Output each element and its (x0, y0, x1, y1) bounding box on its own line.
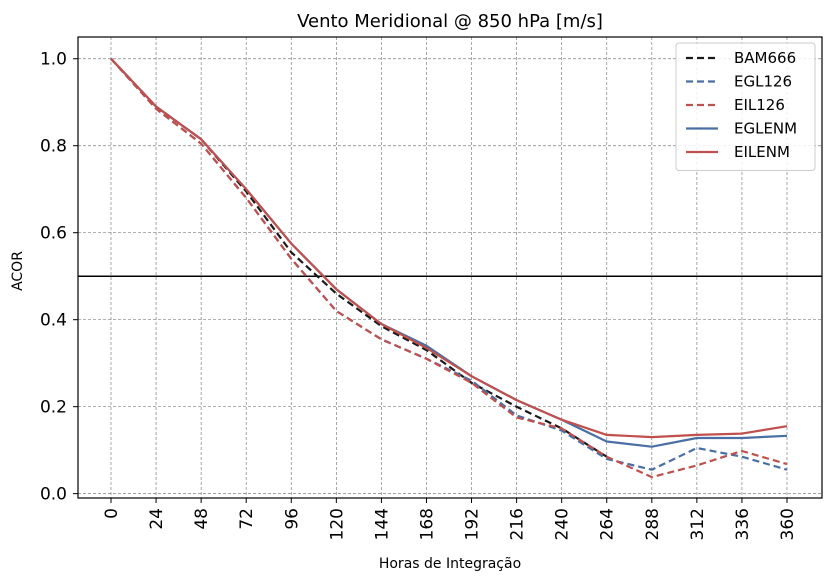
x-tick-label: 288 (643, 508, 663, 540)
x-tick-label: 24 (147, 508, 167, 530)
legend-label-bam666: BAM666 (734, 49, 796, 67)
x-axis-title: Horas de Integração (379, 556, 521, 572)
x-tick-label: 216 (508, 508, 528, 540)
x-tick-label: 192 (463, 508, 483, 540)
legend-label-egl126: EGL126 (734, 73, 792, 91)
x-tick-label: 96 (282, 508, 302, 530)
x-tick-label: 264 (598, 508, 618, 540)
series-line-eilenm (110, 57, 788, 439)
legend-label-eil126: EIL126 (734, 96, 785, 114)
x-tick-label: 120 (327, 508, 347, 540)
legend: BAM666 EGL126 EIL126 EGLENM EILENM (675, 42, 816, 171)
x-tick-label: 144 (372, 508, 392, 540)
y-tick-label: 1.0 (40, 50, 67, 70)
series-lines (110, 57, 788, 479)
legend-label-eglenm: EGLENM (734, 120, 797, 138)
axis-ticks: 0 24 48 72 96 120 144 168 192 216 240 264 288 312 336 3… (40, 50, 798, 541)
chart-title: Vento Meridional @ 850 hPa [m/s] (297, 11, 603, 32)
y-tick-label: 0.4 (40, 311, 67, 331)
legend-label-eilenm: EILENM (734, 143, 790, 161)
x-tick-label: 312 (688, 508, 708, 540)
x-tick-label: 48 (192, 508, 212, 530)
y-tick-label: 0.6 (40, 224, 67, 244)
plot-frame (77, 36, 823, 499)
y-tick-label: 0.8 (40, 137, 67, 157)
y-tick-label: 0.2 (40, 398, 67, 418)
legend-box (675, 42, 816, 171)
y-tick-label: 0.0 (40, 485, 67, 505)
x-tick-label: 72 (237, 508, 257, 530)
x-tick-label: 0 (102, 508, 122, 519)
x-tick-label: 168 (417, 508, 437, 540)
x-tick-label: 360 (778, 508, 798, 540)
x-tick-label: 240 (553, 508, 573, 540)
y-axis-title: ACOR (10, 251, 26, 291)
x-tick-label: 336 (733, 508, 753, 540)
series-line-eil126 (110, 57, 788, 479)
